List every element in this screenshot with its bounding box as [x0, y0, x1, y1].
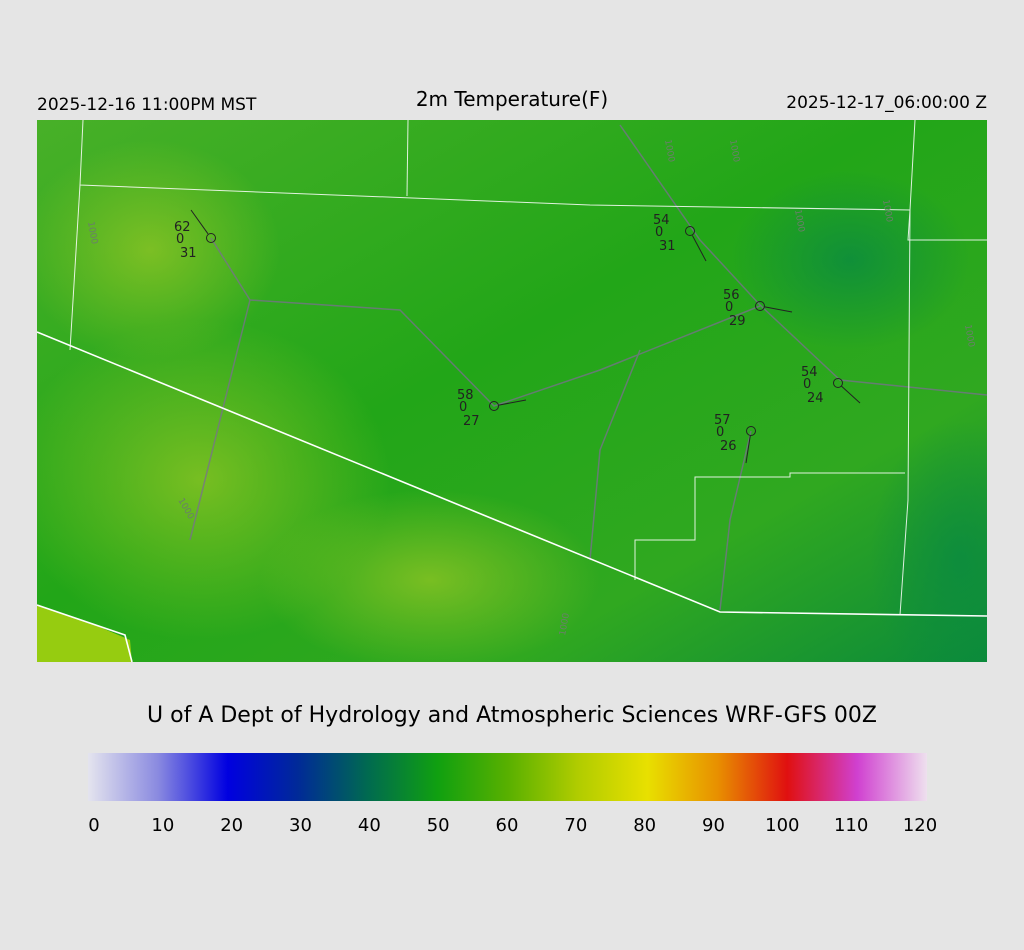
station-dewpoint: 31 — [659, 239, 676, 254]
station-code: 0 — [655, 225, 663, 240]
colorbar-tick-label: 80 — [633, 815, 656, 836]
wind-barb — [190, 209, 209, 235]
station-circle — [833, 378, 843, 388]
station-dewpoint: 31 — [180, 246, 197, 261]
station-dewpoint: 24 — [807, 391, 824, 406]
wind-barb — [691, 235, 707, 262]
station-code: 0 — [803, 377, 811, 392]
map-title: 2m Temperature(F) — [416, 87, 608, 111]
colorbar-tick-label: 100 — [765, 815, 799, 836]
station-code: 0 — [459, 400, 467, 415]
valid-time-utc: 2025-12-17_06:00:00 Z — [786, 93, 987, 113]
warm-area — [37, 605, 132, 662]
station-dewpoint: 29 — [729, 314, 746, 329]
colorbar-tick-label: 110 — [834, 815, 868, 836]
contour-label: 1000 — [558, 612, 572, 637]
cool-area — [870, 420, 987, 662]
warm-area — [260, 490, 600, 662]
colorbar-tick-label: 70 — [564, 815, 587, 836]
station-circle — [746, 426, 756, 436]
colorbar — [88, 753, 927, 801]
warm-area — [37, 140, 280, 360]
wind-barb — [764, 306, 793, 313]
contour-label: 1000 — [662, 139, 676, 164]
station-circle — [685, 226, 695, 236]
contour-label: 1000 — [727, 139, 741, 164]
colorbar-tick-label: 90 — [702, 815, 725, 836]
valid-time-local: 2025-12-16 11:00PM MST — [37, 95, 257, 115]
contour-label: 1000 — [792, 209, 806, 234]
station-dewpoint: 27 — [463, 414, 480, 429]
colorbar-tick-label: 40 — [358, 815, 381, 836]
wind-barb — [840, 385, 861, 404]
wind-barb — [498, 399, 527, 406]
colorbar-tick-label: 0 — [88, 815, 99, 836]
station-temp: 58 — [457, 388, 474, 403]
station-temp: 56 — [723, 288, 740, 303]
station-temp: 62 — [174, 220, 191, 235]
colorbar-tick-label: 20 — [220, 815, 243, 836]
credit: U of A Dept of Hydrology and Atmospheric… — [147, 703, 877, 728]
station-temp: 57 — [714, 413, 731, 428]
station-dewpoint: 26 — [720, 439, 737, 454]
station-circle — [755, 301, 765, 311]
wind-barb — [745, 435, 751, 464]
colorbar-tick-label: 60 — [496, 815, 519, 836]
station-code: 0 — [725, 300, 733, 315]
station-temp: 54 — [653, 213, 670, 228]
roads — [189, 124, 987, 611]
colorbar-tick-label: 120 — [903, 815, 937, 836]
station-temp: 54 — [801, 365, 818, 380]
county-lines — [69, 120, 987, 616]
contour-label: 1000 — [880, 199, 894, 224]
colorbar-tick-label: 10 — [151, 815, 174, 836]
contour-label: 1000 — [962, 324, 976, 349]
colorbar-tick-label: 30 — [289, 815, 312, 836]
station-circle — [489, 401, 499, 411]
cool-area — [730, 170, 970, 350]
state-border — [37, 331, 987, 662]
station-code: 0 — [176, 232, 184, 247]
contour-label: 1000 — [85, 221, 99, 246]
colorbar-tick-label: 50 — [427, 815, 450, 836]
station-code: 0 — [716, 425, 724, 440]
station-circle — [206, 233, 216, 243]
